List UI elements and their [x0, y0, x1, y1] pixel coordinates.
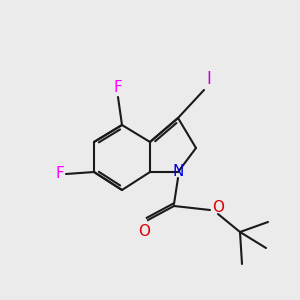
Text: F: F — [55, 167, 64, 182]
Text: O: O — [138, 224, 150, 239]
Text: N: N — [172, 164, 184, 179]
Text: O: O — [212, 200, 224, 215]
Text: F: F — [114, 80, 122, 95]
Text: I: I — [206, 70, 211, 88]
